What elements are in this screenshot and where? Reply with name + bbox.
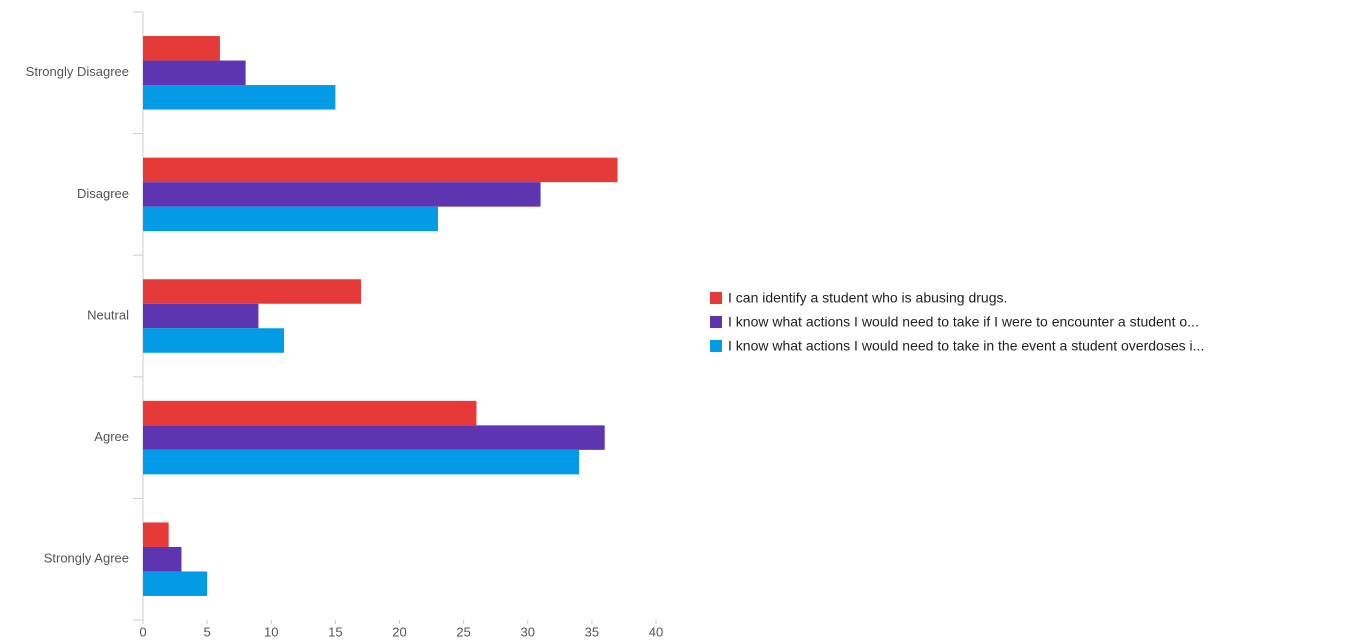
y-tick-label: Neutral: [87, 307, 129, 322]
x-tick-label: 10: [264, 624, 278, 639]
x-tick-label: 5: [204, 624, 211, 639]
bar: [143, 546, 182, 572]
legend-swatch: [710, 340, 722, 352]
bar: [143, 449, 580, 475]
y-tick-label: Agree: [94, 429, 129, 444]
bar: [143, 182, 541, 207]
x-tick-label: 35: [585, 624, 599, 639]
bar: [143, 425, 605, 450]
legend-label: I know what actions I would need to take…: [728, 338, 1204, 354]
legend-swatch: [710, 292, 722, 304]
bar: [143, 571, 208, 596]
x-tick-label: 30: [521, 624, 535, 639]
bar: [143, 206, 438, 232]
x-tick-label: 25: [456, 624, 470, 639]
legend: I can identify a student who is abusing …: [710, 290, 1204, 354]
x-tick-label: 0: [139, 624, 146, 639]
bar: [143, 400, 477, 426]
x-tick-label: 20: [392, 624, 406, 639]
bar: [143, 36, 220, 61]
y-tick-label: Strongly Disagree: [26, 64, 129, 79]
legend-label: I can identify a student who is abusing …: [728, 290, 1007, 306]
y-tick-label: Disagree: [77, 186, 129, 201]
bar: [143, 85, 336, 110]
x-tick-label: 40: [649, 624, 663, 639]
bar: [143, 303, 259, 329]
bar: [143, 328, 285, 353]
y-tick-label: Strongly Agree: [44, 551, 129, 566]
bar: [143, 60, 246, 86]
bar: [143, 279, 362, 304]
bar: [143, 157, 618, 183]
legend-swatch: [710, 316, 722, 328]
x-tick-label: 15: [328, 624, 342, 639]
legend-label: I know what actions I would need to take…: [728, 314, 1199, 330]
bar: [143, 522, 169, 547]
